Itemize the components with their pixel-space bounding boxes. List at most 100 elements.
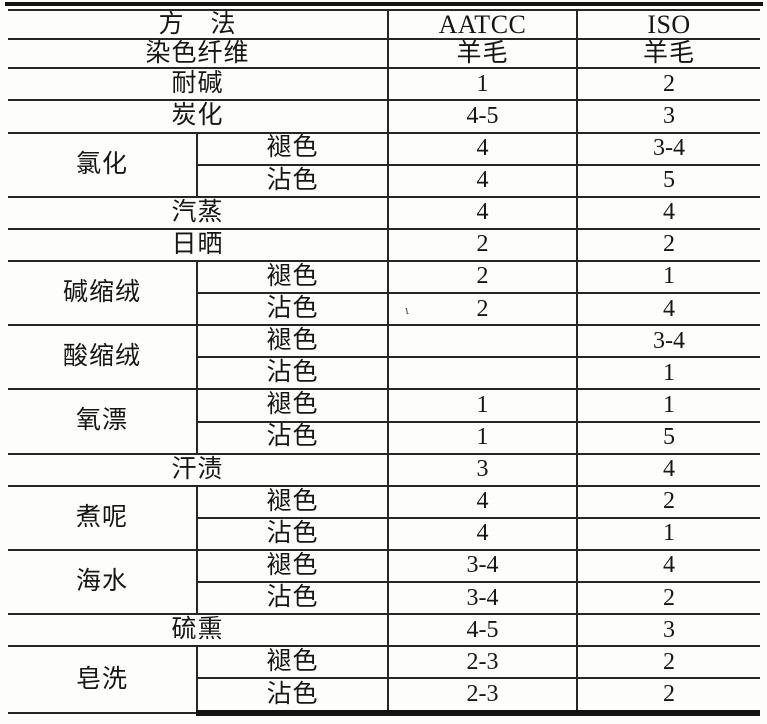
table-row: 沾色 1 5 xyxy=(8,420,761,455)
cell-aatcc: 4 xyxy=(387,195,579,230)
cell-iso: 5 xyxy=(576,420,761,455)
table-row: 沾色 4 5 xyxy=(8,163,761,198)
scan-artifact-mark: ι xyxy=(403,301,410,318)
cell-aatcc: 2-3 xyxy=(387,677,579,716)
cell-iso: 1 xyxy=(576,356,761,391)
table-row: 日晒 2 2 xyxy=(8,227,761,262)
cell-sub-stain: 沾色 xyxy=(195,292,390,327)
cell-method-group: 氯化 xyxy=(8,131,198,198)
cell-method: 日晒 xyxy=(8,227,390,262)
table-row: 沾色 2-3 2 xyxy=(8,677,761,716)
cell-sub-fade: 褪色 xyxy=(195,645,390,680)
cell-method-group: 氧漂 xyxy=(8,388,198,455)
cell-method-group: 皂洗 xyxy=(8,645,198,714)
cell-iso: 3 xyxy=(576,613,761,648)
cell-iso: 4 xyxy=(576,292,761,327)
cell-iso: 2 xyxy=(576,227,761,262)
cell-aatcc: 4 xyxy=(387,484,579,519)
cell-aatcc-value: 2 xyxy=(476,295,489,322)
cell-aatcc: 4-5 xyxy=(387,99,579,134)
cell-sub-stain: 沾色 xyxy=(195,581,390,616)
cell-method: 汗渍 xyxy=(8,452,390,487)
table-row: 炭化 4-5 3 xyxy=(8,99,761,134)
cell-method-group: 海水 xyxy=(8,548,198,616)
table-row: 海水 褪色 3-4 4 xyxy=(8,548,761,616)
cell-iso: 2 xyxy=(576,67,761,102)
cell-method: 硫熏 xyxy=(8,613,390,648)
table-top-thick-rule xyxy=(5,2,763,6)
cell-aatcc: 1 xyxy=(387,420,579,455)
cell-iso: 3-4 xyxy=(576,324,761,359)
cell-iso: 1 xyxy=(576,388,761,423)
cell-method: 炭化 xyxy=(8,99,390,134)
cell-aatcc: 4 xyxy=(387,516,579,551)
cell-iso: 1 xyxy=(576,259,761,295)
cell-aatcc: 2 xyxy=(387,227,579,262)
cell-aatcc: 3-4 xyxy=(387,548,579,584)
cell-iso: 3-4 xyxy=(576,131,761,166)
table-row: 沾色 4 1 xyxy=(8,516,761,551)
cell-iso: 3 xyxy=(576,99,761,134)
cell-method-group: 煮呢 xyxy=(8,484,198,551)
cell-aatcc: 3 xyxy=(387,452,579,487)
table-row: 酸缩绒 褪色 3-4 xyxy=(8,324,761,391)
cell-sub-stain: 沾色 xyxy=(195,677,390,716)
table-row: 汗渍 3 4 xyxy=(8,452,761,487)
cell-sub-stain: 沾色 xyxy=(195,516,390,551)
cell-method: 耐碱 xyxy=(8,67,390,102)
cell-sub-fade: 褪色 xyxy=(195,388,390,423)
cell-sub-stain: 沾色 xyxy=(195,420,390,455)
table-header-row: 方 法 AATCC ISO xyxy=(8,8,761,41)
cell-fiber-label: 染色纤维 xyxy=(8,38,390,70)
cell-aatcc xyxy=(387,356,579,391)
cell-aatcc: 1 xyxy=(387,67,579,102)
table-row: 氯化 褪色 4 3-4 xyxy=(8,131,761,198)
cell-iso: 4 xyxy=(576,548,761,584)
cell-iso: 1 xyxy=(576,516,761,551)
table-row: 耐碱 1 2 xyxy=(8,67,761,102)
header-iso-cell: ISO xyxy=(576,8,761,41)
cell-sub-fade: 褪色 xyxy=(195,131,390,166)
cell-aatcc: 2-3 xyxy=(387,645,579,680)
table-row: 煮呢 褪色 4 2 xyxy=(8,484,761,551)
cell-aatcc: 4 xyxy=(387,163,579,198)
cell-iso: 2 xyxy=(576,645,761,680)
cell-method: 汽蒸 xyxy=(8,195,390,230)
cell-iso: 4 xyxy=(576,452,761,487)
header-aatcc-cell: AATCC xyxy=(387,8,579,41)
colorfastness-table: 方 法 AATCC ISO 染色纤维 羊毛 羊毛 耐碱 1 2 炭化 4-5 3… xyxy=(8,8,761,716)
cell-aatcc: 2 xyxy=(387,259,579,295)
header-method-cell: 方 法 xyxy=(8,8,390,41)
cell-iso: 2 xyxy=(576,581,761,616)
cell-sub-fade: 褪色 xyxy=(195,484,390,519)
cell-method-group: 酸缩绒 xyxy=(8,324,198,391)
cell-sub-fade: 褪色 xyxy=(195,548,390,584)
table-row: 沾色 3-4 2 xyxy=(8,581,761,616)
table-row: 沾色 1 xyxy=(8,356,761,391)
cell-iso: 5 xyxy=(576,163,761,198)
cell-iso: 2 xyxy=(576,484,761,519)
cell-aatcc: 4-5 xyxy=(387,613,579,648)
cell-iso: 4 xyxy=(576,195,761,230)
cell-aatcc: 4 xyxy=(387,131,579,166)
table-row: 硫熏 4-5 3 xyxy=(8,613,761,648)
cell-aatcc xyxy=(387,324,579,359)
table-row: 氧漂 褪色 1 1 xyxy=(8,388,761,455)
cell-aatcc: 1 xyxy=(387,388,579,423)
cell-sub-fade: 褪色 xyxy=(195,259,390,295)
cell-sub-stain: 沾色 xyxy=(195,163,390,198)
cell-iso: 2 xyxy=(576,677,761,716)
cell-aatcc: 3-4 xyxy=(387,581,579,616)
table-row: 碱缩绒 褪色 2 1 xyxy=(8,259,761,327)
table-row: 汽蒸 4 4 xyxy=(8,195,761,230)
table-row: 皂洗 褪色 2-3 2 xyxy=(8,645,761,714)
cell-fiber-iso: 羊毛 xyxy=(576,38,761,70)
cell-sub-fade: 褪色 xyxy=(195,324,390,359)
fiber-row: 染色纤维 羊毛 羊毛 xyxy=(8,38,761,70)
cell-method-group: 碱缩绒 xyxy=(8,259,198,327)
cell-sub-stain: 沾色 xyxy=(195,356,390,391)
cell-fiber-aatcc: 羊毛 xyxy=(387,38,579,70)
